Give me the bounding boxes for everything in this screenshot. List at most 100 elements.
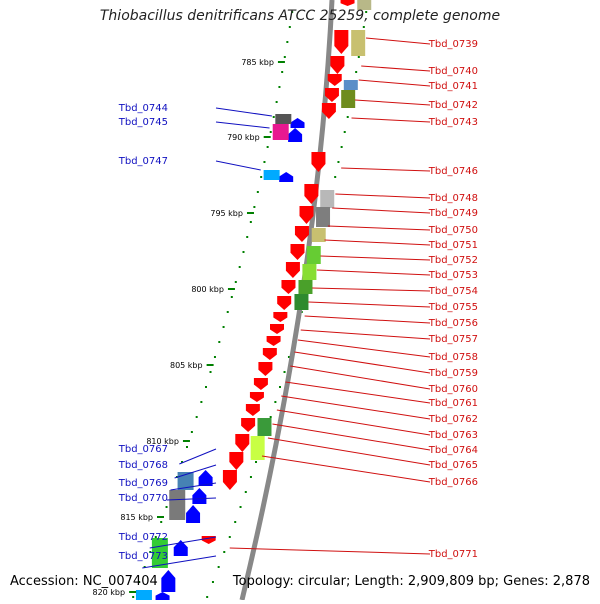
gene-features xyxy=(135,0,372,600)
reverse-cds-arrow xyxy=(198,470,213,486)
leader-line xyxy=(312,287,431,292)
forward-gene-label: Tbd_0756 xyxy=(428,318,478,329)
forward-gene-box xyxy=(294,294,309,310)
reverse-gene-label: Tbd_0773 xyxy=(118,551,168,562)
forward-cds-arrow xyxy=(222,470,237,490)
forward-cds-arrow xyxy=(311,152,326,172)
inner-guide-dot xyxy=(218,341,221,343)
inner-guide-dot xyxy=(226,311,229,313)
inner-guide-dot xyxy=(190,431,193,433)
leader-line xyxy=(351,117,431,123)
forward-cds-arrow xyxy=(249,392,264,402)
forward-gene-label: Tbd_0740 xyxy=(428,66,478,77)
inner-guide-dot xyxy=(260,176,263,178)
forward-gene-label: Tbd_0765 xyxy=(428,460,478,471)
forward-gene-label: Tbd_0742 xyxy=(428,100,478,111)
forward-cds-arrow xyxy=(290,244,305,260)
forward-gene-label: Tbd_0749 xyxy=(428,208,478,219)
leader-line xyxy=(261,455,431,483)
ruler-tick xyxy=(129,591,137,593)
ruler-label: 790 kbp xyxy=(227,133,260,142)
position-ruler: 785 kbp 790 kbp 795 kbp 800 kbp 805 kbp 810 k… xyxy=(92,58,285,597)
inner-guide-dot xyxy=(195,416,198,418)
outer-guide-dot xyxy=(211,581,214,583)
inner-guide-dot xyxy=(160,521,163,523)
outer-guide-dot xyxy=(234,521,237,523)
forward-gene-box xyxy=(343,80,358,90)
reverse-gene-box xyxy=(135,590,152,600)
forward-cds-arrow xyxy=(285,262,300,278)
reverse-gene-label: Tbd_0772 xyxy=(118,532,168,543)
leader-line xyxy=(170,482,217,491)
leader-line xyxy=(290,365,431,390)
forward-cds-arrow xyxy=(330,56,345,74)
forward-gene-label: Tbd_0739 xyxy=(428,39,478,50)
inner-guide-dot xyxy=(222,326,225,328)
reverse-gene-label: Tbd_0768 xyxy=(118,460,168,471)
forward-gene-label: Tbd_0771 xyxy=(428,549,478,560)
reverse-gene-box xyxy=(272,124,289,140)
inner-guide-dot xyxy=(266,146,269,148)
ruler-label: 810 kbp xyxy=(146,437,179,446)
inner-guide-dot xyxy=(238,266,241,268)
outer-guide-dot xyxy=(337,161,340,163)
inner-guide-dot xyxy=(249,221,252,223)
forward-gene-box xyxy=(298,280,313,294)
leader-line xyxy=(215,107,272,117)
outer-guide-dot xyxy=(244,491,247,493)
inner-guide-dot xyxy=(149,551,152,553)
forward-gene-label: Tbd_0761 xyxy=(428,398,478,409)
forward-gene-label: Tbd_0741 xyxy=(428,81,478,92)
inner-guide-dot xyxy=(154,536,157,538)
accession-text: Accession: NC_007404 xyxy=(10,574,158,589)
forward-gene-box xyxy=(351,30,366,56)
forward-cds-arrow xyxy=(304,184,319,204)
genome-summary-text: Topology: circular; Length: 2,909,809 bp… xyxy=(232,574,590,589)
ruler-label: 800 kbp xyxy=(191,285,224,294)
inner-guide-dot xyxy=(165,506,168,508)
forward-gene-label: Tbd_0748 xyxy=(428,193,478,204)
ruler-label: 805 kbp xyxy=(170,361,203,370)
leader-line xyxy=(215,160,261,171)
inner-guide-dot xyxy=(185,446,188,448)
inner-guide-dot xyxy=(209,371,212,373)
leader-line xyxy=(327,225,431,231)
ruler-label: 815 kbp xyxy=(120,513,153,522)
leader-line xyxy=(294,351,431,374)
forward-gene-label: Tbd_0763 xyxy=(428,430,478,441)
reverse-gene-label: Tbd_0744 xyxy=(118,103,168,114)
forward-gene-box xyxy=(257,418,272,436)
inner-guide-dot xyxy=(253,206,256,208)
leader-line xyxy=(308,301,431,308)
outer-guide-dot xyxy=(223,551,226,553)
forward-cds-arrow xyxy=(321,103,336,119)
reverse-cds-arrow xyxy=(161,570,176,592)
outer-guide-dot xyxy=(287,356,290,358)
inner-guide-dot xyxy=(286,41,289,43)
ruler-tick xyxy=(206,364,214,366)
forward-cds-arrow xyxy=(229,452,244,470)
leader-line xyxy=(174,464,217,479)
leader-line xyxy=(332,207,431,214)
forward-gene-box xyxy=(311,228,326,242)
ruler-label: 795 kbp xyxy=(210,209,243,218)
inner-guide-dot xyxy=(278,86,281,88)
inner-guide-dot xyxy=(234,281,237,283)
ruler-tick xyxy=(263,136,271,138)
outer-guide-dot xyxy=(340,146,343,148)
leader-line xyxy=(276,409,431,436)
forward-cds-arrow xyxy=(245,404,260,416)
outer-guide-dot xyxy=(274,401,277,403)
reverse-gene-label: Tbd_0767 xyxy=(118,444,168,455)
reverse-gene-box xyxy=(263,170,280,180)
ruler-tick xyxy=(227,288,235,290)
forward-gene-box xyxy=(302,264,317,280)
inner-guide-dot xyxy=(230,296,233,298)
leader-line xyxy=(304,315,431,324)
reverse-gene-box xyxy=(177,472,194,490)
forward-gene-box xyxy=(320,190,335,208)
forward-cds-arrow xyxy=(241,418,256,432)
reverse-gene-label: Tbd_0745 xyxy=(118,117,168,128)
inner-guide-dot xyxy=(242,251,245,253)
forward-gene-label: Tbd_0764 xyxy=(428,445,478,456)
